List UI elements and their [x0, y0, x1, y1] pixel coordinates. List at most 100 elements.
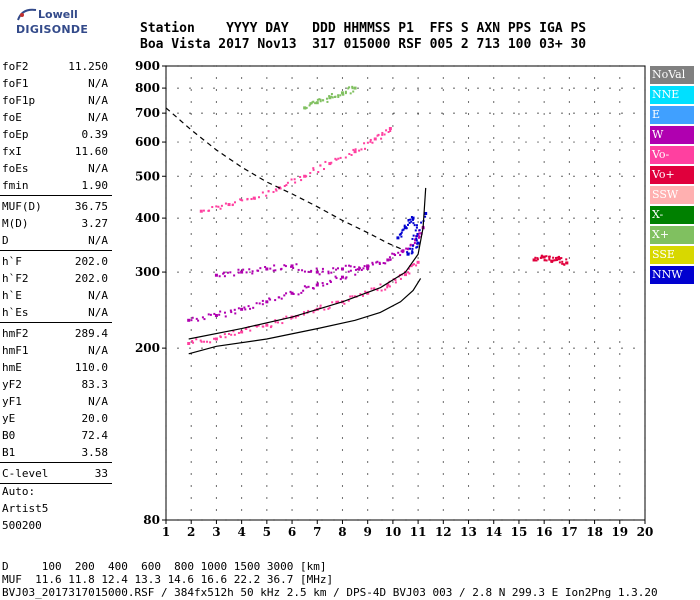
x-grid-dot	[543, 89, 545, 91]
x-grid-dot	[543, 509, 545, 511]
x-tick-label: 10	[385, 525, 402, 539]
x-grid-dot	[367, 281, 369, 283]
trace-dot	[234, 201, 237, 204]
y-grid-dot	[261, 271, 263, 273]
x-grid-dot	[165, 77, 167, 79]
trace-dot	[380, 137, 383, 140]
legend-item-sse: SSE	[650, 246, 694, 264]
trace-dot	[354, 295, 357, 298]
x-grid-dot	[241, 245, 243, 247]
trace-dot	[319, 100, 322, 103]
y-grid-dot	[369, 271, 371, 273]
trace-dot	[357, 268, 360, 271]
y-grid-dot	[297, 271, 299, 273]
trace-dot	[261, 191, 264, 194]
y-grid-dot	[513, 347, 515, 349]
trace-dot	[550, 260, 553, 263]
x-grid-dot	[190, 125, 192, 127]
trace-dot	[256, 269, 259, 272]
x-grid-dot	[493, 341, 495, 343]
x-grid-dot	[215, 293, 218, 295]
trace-dot	[223, 333, 226, 336]
y-grid-dot	[249, 87, 251, 89]
trace-dot	[237, 271, 240, 274]
trace-dot	[234, 312, 237, 315]
trace-dot	[339, 94, 342, 97]
y-grid-dot	[381, 271, 383, 273]
x-grid-dot	[644, 197, 646, 199]
data-point	[366, 266, 370, 270]
y-grid-dot	[633, 347, 635, 349]
trace-dot	[229, 309, 232, 312]
x-grid-dot	[442, 89, 444, 91]
x-grid-dot	[593, 113, 596, 115]
x-grid-dot	[644, 125, 646, 127]
x-grid-dot	[493, 149, 495, 151]
y-grid-dot	[489, 175, 491, 177]
x-grid-dot	[367, 305, 369, 307]
x-grid-dot	[341, 413, 344, 415]
x-grid-dot	[568, 401, 570, 403]
x-grid-dot	[241, 221, 243, 223]
param-value: 202.0	[74, 255, 108, 268]
x-grid-dot	[291, 77, 293, 79]
y-grid-dot	[213, 112, 215, 114]
data-point	[303, 174, 307, 178]
data-point	[265, 300, 269, 304]
trace-dot	[316, 98, 319, 101]
x-grid-dot	[518, 293, 520, 295]
y-grid-dot	[513, 65, 515, 67]
x-grid-dot	[316, 65, 318, 67]
y-tick-label: 900	[135, 59, 160, 73]
y-grid-dot	[633, 175, 635, 177]
y-grid-dot	[549, 112, 551, 114]
trace-dot	[335, 300, 338, 303]
trace-dot	[335, 268, 338, 271]
x-grid-dot	[341, 353, 344, 355]
x-grid-dot	[316, 329, 318, 331]
param-value: N/A	[88, 395, 108, 408]
x-grid-dot	[241, 113, 243, 115]
trace-dot	[420, 221, 423, 224]
trace-dot	[267, 190, 270, 193]
trace-dot	[359, 293, 362, 296]
x-grid-dot	[543, 233, 545, 235]
x-tick-label: 1	[162, 525, 170, 539]
x-grid-dot	[467, 161, 470, 163]
y-grid-dot	[441, 217, 443, 219]
x-grid-dot	[266, 305, 268, 307]
footer-info: D 100 200 400 600 800 1000 1500 3000 [km…	[2, 560, 658, 599]
x-grid-dot	[593, 353, 596, 355]
trace-dot	[231, 203, 234, 206]
x-grid-dot	[190, 497, 192, 499]
x-grid-dot	[190, 185, 192, 187]
trace-dot	[396, 236, 399, 239]
y-grid-dot	[297, 65, 299, 67]
x-grid-dot	[392, 485, 394, 487]
x-grid-dot	[291, 89, 293, 91]
x-grid-dot	[467, 341, 470, 343]
x-grid-dot	[392, 461, 394, 463]
x-grid-dot	[291, 485, 293, 487]
y-grid-dot	[261, 175, 263, 177]
x-grid-dot	[266, 149, 268, 151]
trace-dot	[360, 148, 363, 151]
y-grid-dot	[321, 217, 323, 219]
x-grid-dot	[215, 197, 218, 199]
y-grid-dot	[201, 271, 203, 273]
trace-dot	[309, 172, 312, 175]
trace-dot	[233, 274, 236, 277]
data-point	[366, 264, 370, 268]
param-row-h-f: h`F 202.0	[0, 253, 112, 270]
x-grid-dot	[493, 173, 495, 175]
x-grid-dot	[417, 401, 419, 403]
x-grid-dot	[593, 449, 596, 451]
x-grid-dot	[518, 185, 520, 187]
x-grid-dot	[215, 305, 218, 307]
x-grid-dot	[518, 437, 520, 439]
x-grid-dot	[367, 401, 369, 403]
x-grid-dot	[568, 101, 570, 103]
x-grid-dot	[568, 161, 570, 163]
x-grid-dot	[266, 245, 268, 247]
x-grid-dot	[241, 161, 243, 163]
